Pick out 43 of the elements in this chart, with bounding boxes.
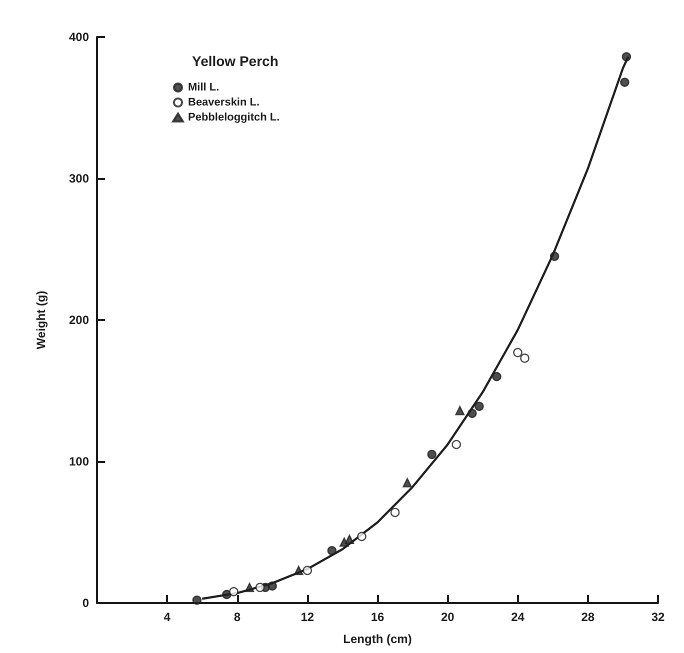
x-tick-label: 24 xyxy=(511,610,525,624)
x-tick-label: 28 xyxy=(581,610,595,624)
point xyxy=(255,582,265,592)
point xyxy=(229,587,238,596)
point xyxy=(427,450,436,460)
y-axis-title: Weight (g) xyxy=(34,290,48,350)
point xyxy=(622,52,632,62)
y-tick-label: 300 xyxy=(68,172,90,186)
x-tick-label: 12 xyxy=(300,610,314,624)
point xyxy=(620,78,630,87)
y-tick-label: 400 xyxy=(68,30,90,44)
point xyxy=(492,372,502,382)
point xyxy=(327,546,337,556)
point xyxy=(344,534,354,544)
x-tick-label: 32 xyxy=(651,610,665,624)
point xyxy=(550,252,560,261)
point xyxy=(244,582,254,592)
y-tick-label: 0 xyxy=(82,596,90,610)
point xyxy=(268,581,277,591)
y-tick-label: 200 xyxy=(68,313,90,327)
point xyxy=(455,406,465,416)
x-tick-label: 16 xyxy=(370,610,384,624)
point xyxy=(402,478,412,488)
point xyxy=(222,590,232,600)
point xyxy=(294,566,304,576)
point xyxy=(513,348,522,358)
x-tick-label: 20 xyxy=(440,610,455,624)
text: Yellow Perch xyxy=(192,53,278,69)
point xyxy=(302,566,312,576)
point xyxy=(390,508,400,518)
legend-label: Pebbleloggitch L. xyxy=(188,112,280,124)
legend-label: Beaverskin L. xyxy=(188,96,260,108)
x-axis-title: Length (cm) xyxy=(343,632,412,646)
point xyxy=(192,596,202,605)
x-tick-label: 8 xyxy=(234,610,241,624)
point xyxy=(474,402,484,411)
x-tick-label: 4 xyxy=(164,610,171,624)
point xyxy=(452,440,462,450)
point xyxy=(357,532,366,542)
y-tick-label: 100 xyxy=(68,454,90,468)
point xyxy=(468,408,477,418)
point xyxy=(520,354,530,363)
legend-label: Mill L. xyxy=(188,82,220,94)
